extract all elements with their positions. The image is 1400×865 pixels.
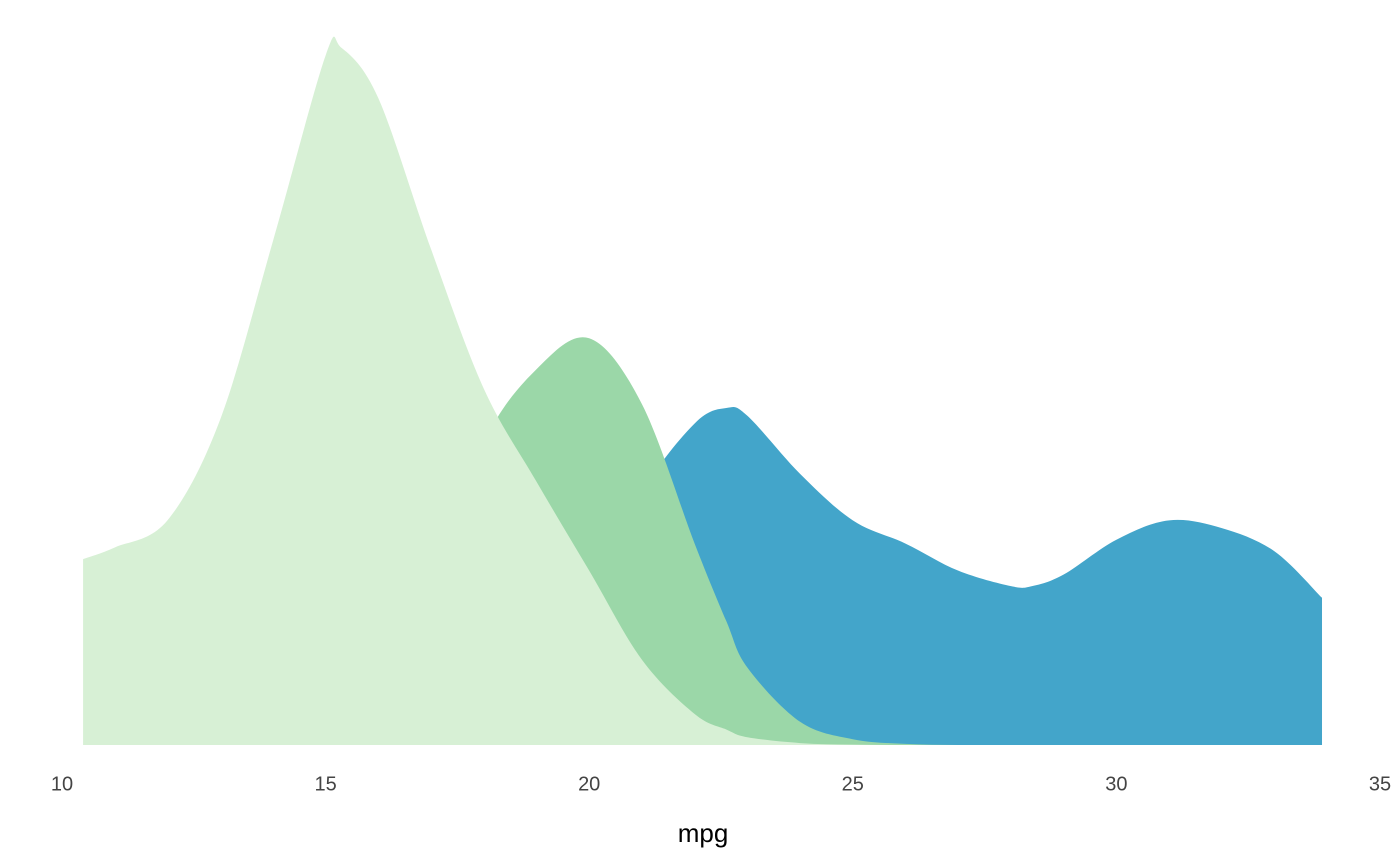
x-tick-label: 35 — [1369, 773, 1391, 795]
x-tick-label: 10 — [51, 773, 73, 795]
x-tick-label: 20 — [578, 773, 600, 795]
plot-area — [83, 36, 1323, 745]
x-tick-label: 15 — [314, 773, 336, 795]
x-tick-label: 25 — [842, 773, 864, 795]
density-area — [83, 36, 1323, 745]
x-tick-label: 30 — [1105, 773, 1127, 795]
density-area — [83, 337, 1323, 745]
x-axis-title: mpg — [678, 818, 729, 848]
